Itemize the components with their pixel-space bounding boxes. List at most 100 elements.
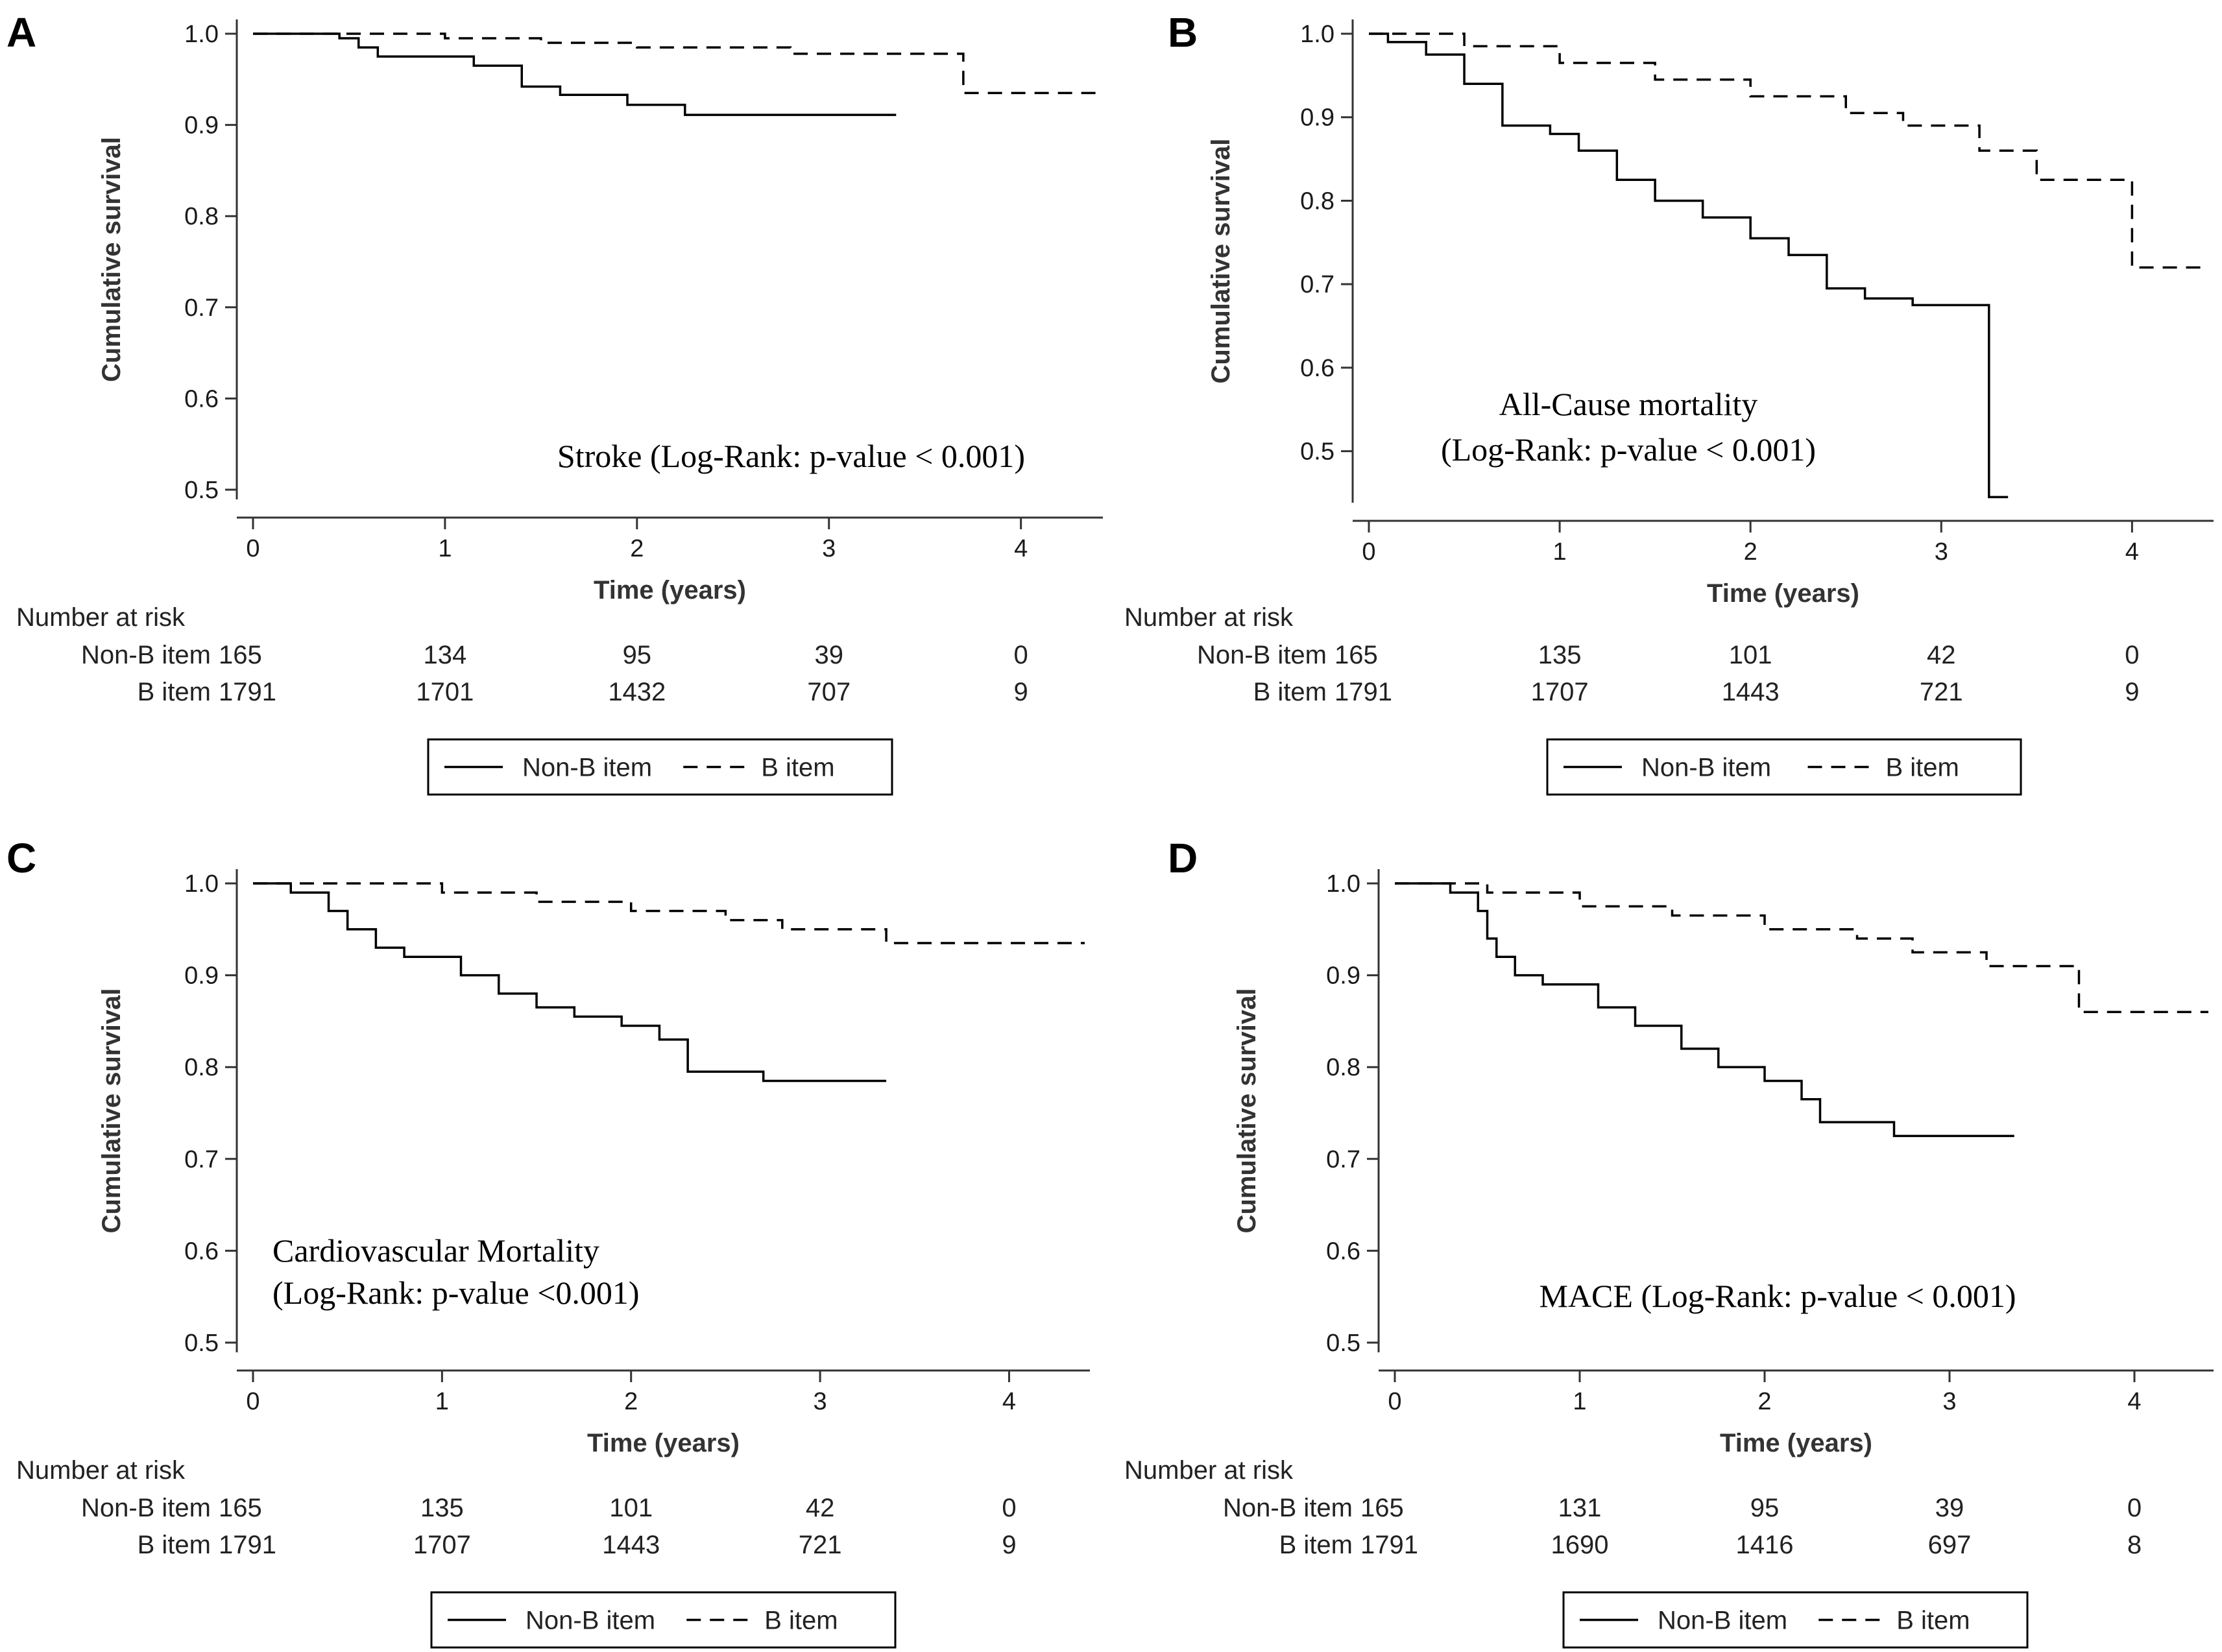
panel-b: B 0.5 0.6 0.7 0.8 0.9 1.0 0 1 2 3 4 Time (years) Cumu… (1124, 9, 2214, 796)
risk-value: 1432 (608, 678, 666, 706)
panel-c: C 0.5 0.6 0.7 0.8 0.9 1.0 0 1 2 3 4 Time (years) Cumu… (6, 835, 1090, 1649)
risk-row-label: B item (138, 678, 211, 706)
legend-box (427, 738, 893, 796)
legend: Non-B item B item (427, 738, 893, 796)
risk-table-title: Number at risk (1124, 603, 1294, 632)
risk-value: 95 (623, 641, 652, 669)
x-tick-label: 0 (1362, 538, 1375, 566)
legend-label-non-b: Non-B item (522, 754, 652, 782)
km-curve-b-item (253, 32, 1098, 95)
risk-value: 39 (814, 641, 843, 669)
legend-box (1546, 738, 2022, 796)
panel-letter: C (6, 835, 36, 881)
x-axis-title: Time (years) (587, 1429, 740, 1457)
risk-value: 1443 (1722, 678, 1780, 706)
risk-value: 0 (2125, 641, 2139, 669)
x-tick-label: 2 (1744, 538, 1757, 566)
risk-row-label: Non-B item (81, 1494, 211, 1522)
risk-table-title: Number at risk (16, 1456, 186, 1485)
y-axis-title: Cumulative survival (1207, 139, 1235, 384)
risk-value: 165 (1334, 641, 1378, 669)
km-curve-b-item (253, 882, 1085, 944)
x-tick-label: 0 (246, 1388, 260, 1415)
x-axis-title: Time (years) (1720, 1429, 1872, 1457)
risk-value: 1701 (416, 678, 474, 706)
risk-row-label: Non-B item (1197, 641, 1327, 669)
legend-label-non-b: Non-B item (1641, 754, 1771, 782)
plot-annotation: All-Cause mortality (1499, 386, 1758, 422)
risk-row-label: Non-B item (1223, 1494, 1353, 1522)
risk-value: 95 (1750, 1494, 1780, 1522)
risk-value: 1690 (1551, 1531, 1609, 1559)
plot-annotation: MACE (Log-Rank: p-value < 0.001) (1539, 1278, 2016, 1314)
plot-annotation: Stroke (Log-Rank: p-value < 0.001) (557, 438, 1025, 474)
km-curve-non-b-item (253, 882, 887, 1083)
x-tick-label: 3 (814, 1388, 827, 1415)
risk-value: 1791 (219, 678, 276, 706)
legend-label-b: B item (761, 754, 834, 782)
y-axis-title: Cumulative survival (97, 137, 126, 382)
risk-table-title: Number at risk (16, 603, 186, 632)
legend: Non-B item B item (1546, 738, 2022, 796)
risk-value: 135 (1538, 641, 1582, 669)
risk-value: 0 (1014, 641, 1028, 669)
risk-value: 131 (1558, 1494, 1602, 1522)
risk-table-title: Number at risk (1124, 1456, 1294, 1485)
y-tick-label: 1.0 (184, 870, 219, 898)
km-curve-non-b-item (1395, 882, 2014, 1138)
risk-value: 721 (1920, 678, 1963, 706)
km-curve-non-b-item (253, 32, 897, 116)
y-tick-label: 0.7 (184, 1146, 219, 1173)
x-tick-label: 3 (1942, 1388, 1956, 1415)
y-tick-label: 0.8 (1326, 1054, 1360, 1081)
risk-value: 1791 (219, 1531, 276, 1559)
y-tick-label: 0.7 (184, 294, 219, 322)
y-tick-label: 0.9 (184, 112, 219, 139)
risk-value: 135 (420, 1494, 464, 1522)
y-tick-label: 1.0 (184, 21, 219, 48)
risk-value: 0 (1002, 1494, 1016, 1522)
y-tick-label: 0.7 (1300, 271, 1334, 298)
risk-value: 165 (219, 1494, 262, 1522)
x-tick-label: 2 (624, 1388, 638, 1415)
x-tick-label: 4 (1014, 535, 1028, 562)
x-tick-label: 1 (1573, 1388, 1586, 1415)
risk-value: 42 (806, 1494, 835, 1522)
risk-value: 101 (609, 1494, 653, 1522)
y-tick-label: 0.5 (184, 1330, 219, 1357)
x-tick-label: 0 (246, 535, 260, 562)
legend: Non-B item B item (1562, 1591, 2029, 1649)
plot-annotation: (Log-Rank: p-value <0.001) (272, 1275, 640, 1311)
risk-row-label: B item (1279, 1531, 1353, 1559)
y-tick-label: 0.5 (1300, 438, 1334, 466)
x-axis-title: Time (years) (594, 576, 746, 605)
y-tick-label: 0.9 (1326, 963, 1360, 990)
x-tick-label: 1 (435, 1388, 449, 1415)
risk-value: 8 (2127, 1531, 2142, 1559)
risk-row-label: B item (1253, 678, 1327, 706)
x-axis-title: Time (years) (1707, 579, 1859, 608)
x-tick-label: 0 (1388, 1388, 1401, 1415)
x-tick-label: 3 (1935, 538, 1948, 566)
y-tick-label: 0.5 (1326, 1330, 1360, 1357)
risk-value: 101 (1729, 641, 1772, 669)
panel-a: A 0.5 0.6 0.7 0.8 0.9 1.0 0 1 2 3 4 Time (years) Cumu… (6, 9, 1103, 796)
risk-value: 1707 (1531, 678, 1589, 706)
y-tick-label: 0.9 (184, 963, 219, 990)
risk-value: 1443 (602, 1531, 660, 1559)
x-tick-label: 2 (1757, 1388, 1771, 1415)
panel-letter: D (1168, 835, 1198, 881)
risk-value: 165 (219, 641, 262, 669)
x-tick-label: 4 (2127, 1388, 2141, 1415)
y-tick-label: 1.0 (1300, 21, 1334, 48)
plot-annotation: (Log-Rank: p-value < 0.001) (1441, 431, 1816, 468)
y-tick-label: 0.7 (1326, 1146, 1360, 1173)
risk-value: 1791 (1360, 1531, 1418, 1559)
legend-label-non-b: Non-B item (525, 1607, 655, 1635)
risk-value: 1791 (1334, 678, 1392, 706)
y-tick-label: 0.5 (184, 477, 219, 504)
risk-row-label: B item (138, 1531, 211, 1559)
y-axis-title: Cumulative survival (1233, 988, 1261, 1234)
panel-letter: B (1168, 9, 1198, 56)
